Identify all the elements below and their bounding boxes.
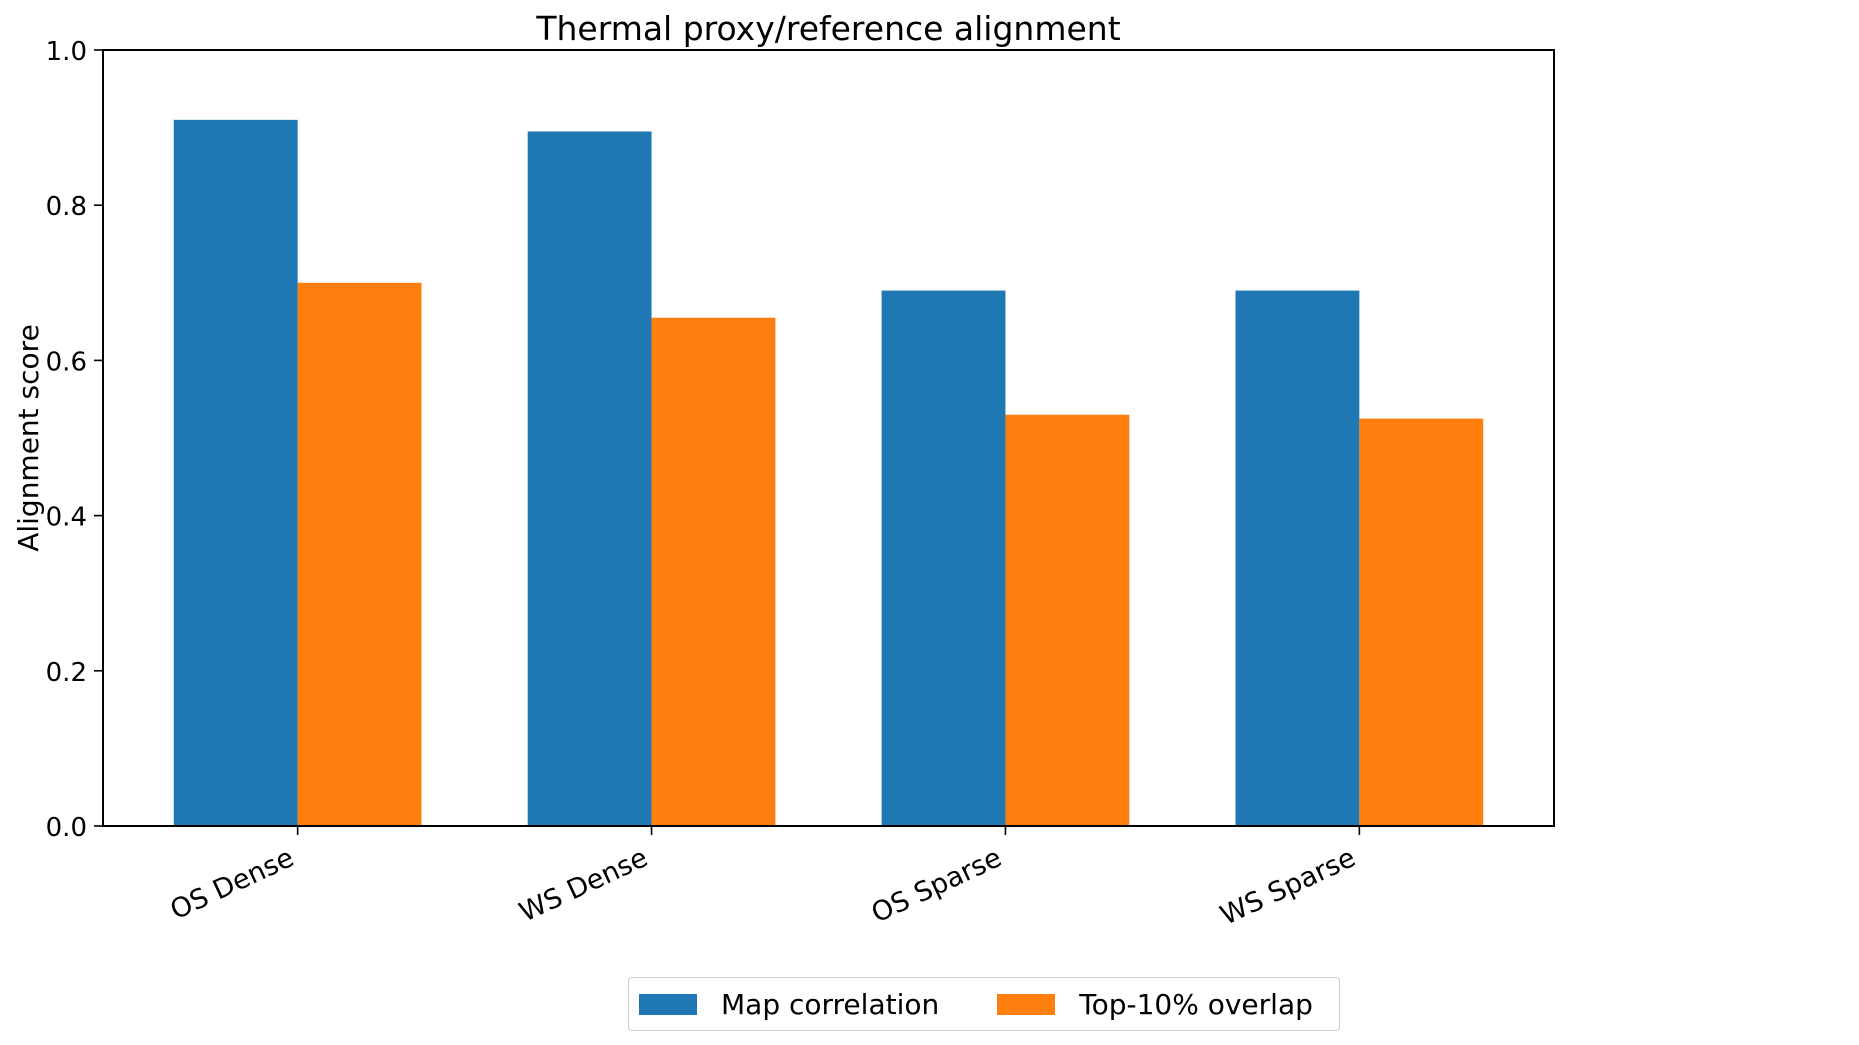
y-axis-label: Alignment score [12, 324, 45, 552]
x-tick-label: OS Sparse [867, 842, 1007, 929]
legend-swatch-top10-overlap [997, 993, 1056, 1015]
bar-map-correlation-os-sparse [881, 290, 1006, 826]
y-tick-label: 0.0 [46, 813, 87, 843]
bar-top-10-overlap-ws-sparse [1359, 418, 1484, 826]
chart-title: Thermal proxy/reference alignment [535, 9, 1120, 48]
y-tick-label: 0.8 [46, 192, 87, 222]
bar-top-10-overlap-os-sparse [1005, 414, 1130, 826]
bar-map-correlation-ws-dense [527, 131, 652, 827]
legend-item-top10-overlap: Top-10% overlap [997, 988, 1313, 1021]
x-tick-label: WS Dense [515, 842, 653, 928]
legend-label-map-correlation: Map correlation [721, 987, 940, 1021]
y-tick-label: 0.4 [46, 503, 87, 533]
y-tick-label: 0.6 [46, 347, 87, 377]
bar-top-10-overlap-os-dense [297, 282, 422, 826]
bar-top-10-overlap-ws-dense [651, 317, 776, 826]
y-tick-label: 1.0 [46, 37, 87, 67]
legend: Map correlation Top-10% overlap [628, 977, 1340, 1031]
x-tick-label: WS Sparse [1216, 842, 1361, 931]
bars-layer [173, 119, 1484, 827]
legend-swatch-map-correlation [639, 993, 697, 1015]
y-tick-label: 0.2 [46, 658, 87, 688]
bar-map-correlation-os-dense [173, 119, 298, 827]
legend-label-top10-overlap: Top-10% overlap [1079, 987, 1313, 1021]
bar-map-correlation-ws-sparse [1235, 290, 1360, 826]
x-tick-label: OS Dense [166, 842, 299, 926]
plot-frame [102, 49, 1555, 827]
legend-item-map-correlation: Map correlation [639, 988, 939, 1021]
